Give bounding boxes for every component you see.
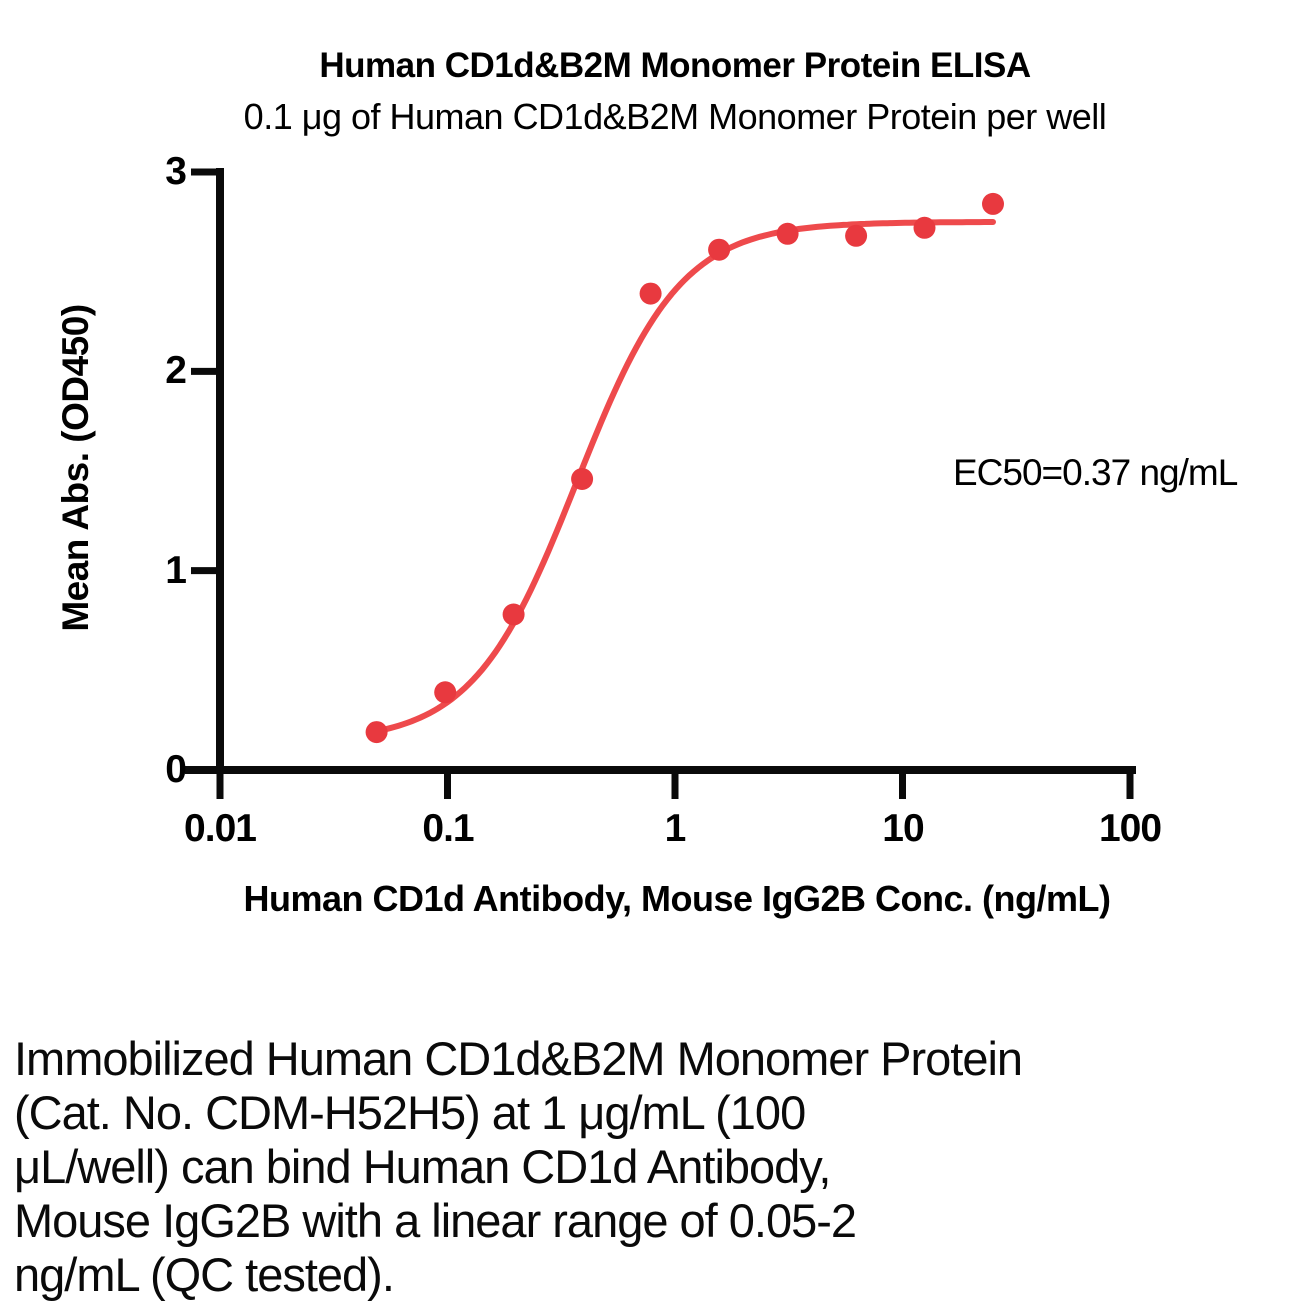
chart-title: Human CD1d&B2M Monomer Protein ELISA — [319, 46, 1031, 85]
data-point — [434, 681, 457, 704]
data-point — [571, 468, 594, 490]
y-tick-label-1: 1 — [165, 549, 187, 592]
ec50-annotation: EC50=0.37 ng/mL — [953, 452, 1238, 493]
data-point — [776, 222, 799, 245]
data-point — [982, 192, 1004, 215]
data-point — [845, 224, 868, 247]
x-tick-label-10: 10 — [882, 807, 924, 850]
fit-curve — [373, 219, 996, 735]
x-axis-title: Human CD1d Antibody, Mouse IgG2B Conc. (… — [243, 878, 1111, 919]
data-point — [708, 238, 731, 261]
description-line-3: μL/well) can bind Human CD1d Antibody, — [14, 1140, 831, 1193]
data-point — [913, 216, 936, 239]
description-line-5: ng/mL (QC tested). — [14, 1248, 395, 1301]
chart-subtitle: 0.1 μg of Human CD1d&B2M Monomer Protein… — [243, 96, 1107, 137]
data-point — [365, 721, 388, 744]
y-tick-label-3: 3 — [165, 150, 187, 193]
data-point — [639, 282, 662, 305]
description-line-1: Immobilized Human CD1d&B2M Monomer Prote… — [14, 1032, 1023, 1085]
description-line-4: Mouse IgG2B with a linear range of 0.05-… — [14, 1194, 857, 1247]
x-tick-label-0.1: 0.1 — [422, 807, 474, 850]
data-point — [502, 603, 525, 626]
x-tick-label-100: 100 — [1098, 807, 1162, 850]
figure-description: Immobilized Human CD1d&B2M Monomer Prote… — [14, 1032, 1284, 1302]
y-axis-title: Mean Abs. (OD450) — [55, 304, 96, 632]
y-tick-label-0: 0 — [165, 748, 187, 791]
description-line-2: (Cat. No. CDM-H52H5) at 1 μg/mL (100 — [14, 1086, 806, 1139]
plot-area — [185, 168, 1136, 799]
y-tick-label-2: 2 — [165, 349, 187, 392]
x-tick-label-1: 1 — [664, 807, 687, 850]
x-tick-label-0.01: 0.01 — [184, 807, 257, 850]
